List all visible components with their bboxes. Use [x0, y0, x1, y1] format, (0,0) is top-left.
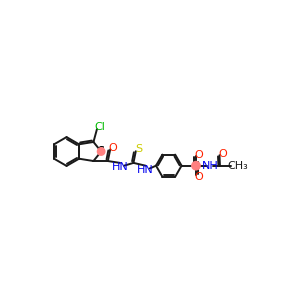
Text: O: O: [109, 142, 117, 152]
Text: S: S: [98, 146, 105, 157]
Text: O: O: [218, 149, 227, 159]
Text: S: S: [135, 144, 142, 154]
Text: NH: NH: [202, 161, 218, 171]
Text: S: S: [192, 161, 200, 171]
Text: HN: HN: [112, 162, 128, 172]
Circle shape: [192, 161, 200, 170]
Text: Cl: Cl: [94, 122, 105, 132]
Text: HN: HN: [137, 165, 154, 175]
Text: O: O: [194, 149, 203, 160]
Text: O: O: [194, 172, 203, 182]
Text: CH₃: CH₃: [227, 161, 248, 171]
Circle shape: [98, 148, 105, 155]
